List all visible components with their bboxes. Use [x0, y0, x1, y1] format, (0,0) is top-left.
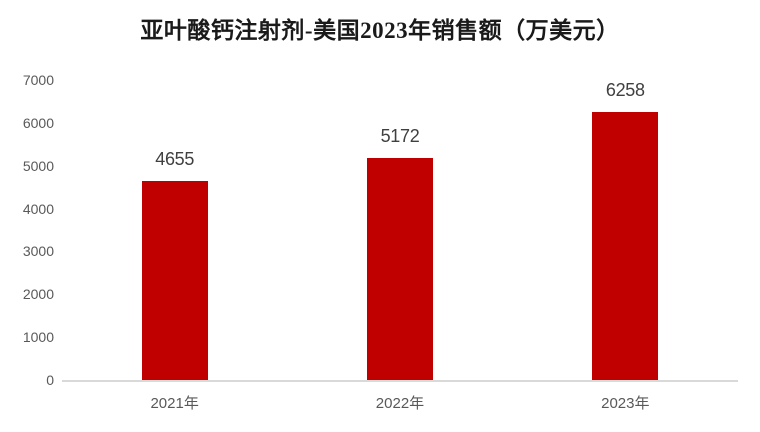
data-label: 4655 — [155, 148, 195, 169]
bar-2023年 — [592, 111, 659, 380]
y-axis-tick-label: 4000 — [22, 200, 54, 217]
y-axis-tick-label: 2000 — [22, 286, 54, 303]
bar-slot: 6258 2023年 — [513, 79, 738, 412]
y-axis-tick-label: 7000 — [22, 72, 54, 88]
y-axis-tick-label: 1000 — [22, 329, 54, 346]
chart-title: 亚叶酸钙注射剂-美国2023年销售额（万美元） — [140, 18, 620, 43]
plot-area: 0 1000 2000 3000 4000 5000 6000 7000 4655 2021年 51… — [23, 72, 738, 412]
bar-slot: 5172 2022年 — [287, 80, 512, 412]
data-label: 5172 — [380, 126, 420, 147]
x-axis-category-label: 2023年 — [601, 395, 650, 412]
y-axis-tick-label: 3000 — [22, 243, 54, 260]
y-axis-tick-label: 5000 — [22, 157, 54, 174]
x-axis-category-label: 2022年 — [375, 395, 425, 412]
bar-2022年 — [366, 158, 433, 380]
y-axis-tick-label: 6000 — [22, 114, 54, 131]
x-axis-line — [62, 380, 738, 382]
bar-2021年 — [141, 180, 208, 380]
data-label: 6258 — [605, 79, 645, 100]
x-axis-category-label: 2021年 — [150, 395, 199, 412]
y-axis-tick-label: 0 — [46, 372, 54, 388]
bar-slot: 4655 2021年 — [62, 80, 287, 412]
